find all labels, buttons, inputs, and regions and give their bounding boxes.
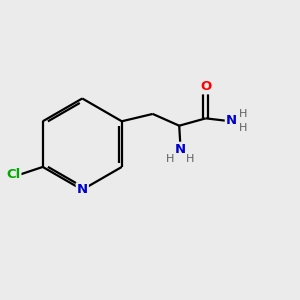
Text: H: H: [239, 109, 247, 119]
Text: N: N: [226, 114, 237, 127]
Text: H: H: [186, 154, 195, 164]
Text: O: O: [200, 80, 211, 93]
Text: Cl: Cl: [6, 168, 20, 181]
Text: H: H: [166, 154, 175, 164]
Text: H: H: [239, 123, 247, 133]
Text: N: N: [77, 183, 88, 196]
Text: N: N: [175, 143, 186, 156]
